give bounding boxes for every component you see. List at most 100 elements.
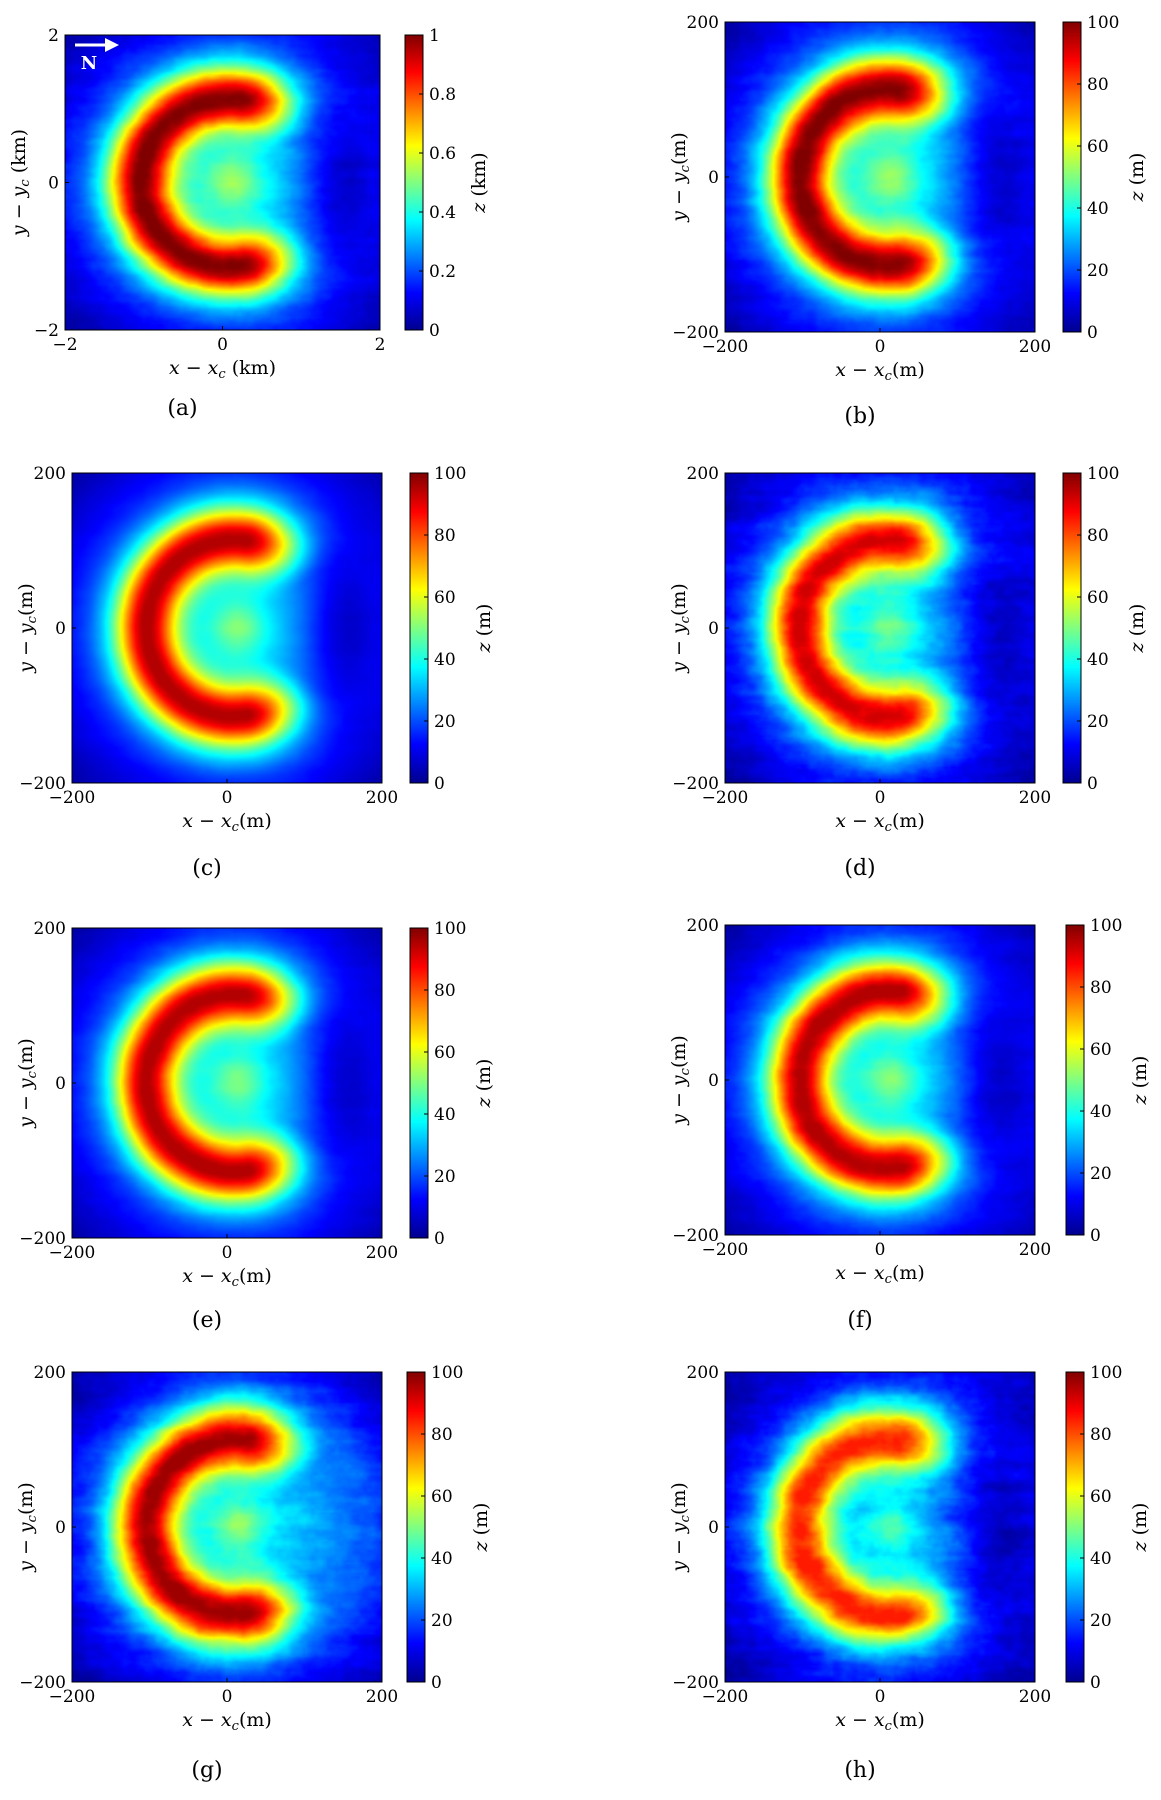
- x-tick-label-b: 0: [875, 337, 886, 357]
- y-axis-label-h: y − yc(m): [668, 1482, 693, 1573]
- colorbar-tick-label-a: 0.6: [429, 144, 456, 164]
- colorbar-d: [1062, 472, 1082, 784]
- y-tick-label-g: 0: [55, 1518, 66, 1538]
- y-axis-label-b: y − yc(m): [668, 132, 693, 223]
- x-tick-label-e: 0: [222, 1243, 233, 1263]
- colorbar-tick-label-f: 40: [1090, 1102, 1112, 1122]
- colorbar-tick-label-h: 0: [1090, 1673, 1101, 1693]
- colorbar-tick-label-h: 20: [1090, 1611, 1112, 1631]
- colorbar-tick-label-b: 40: [1087, 199, 1109, 219]
- y-tick-label-c: 200: [34, 464, 66, 484]
- colorbar-tick-label-a: 0: [429, 321, 440, 341]
- x-tick-label-h: 0: [875, 1687, 886, 1707]
- x-tick-label-h: 200: [1019, 1687, 1051, 1707]
- north-arrow-icon: N: [75, 38, 119, 74]
- colorbar-tick-label-h: 80: [1090, 1425, 1112, 1445]
- y-tick-label-h: −200: [672, 1673, 719, 1693]
- colorbar-tick-label-f: 0: [1090, 1226, 1101, 1246]
- x-axis-label-d: x − xc(m): [835, 810, 925, 835]
- panel-caption-c: (c): [192, 856, 222, 881]
- heatmap-d: [725, 473, 1035, 783]
- colorbar-label-d: z (m): [1126, 604, 1148, 654]
- x-tick-label-g: 200: [366, 1687, 398, 1707]
- colorbar-tick-label-h: 60: [1090, 1487, 1112, 1507]
- x-axis-label-c: x − xc(m): [182, 810, 272, 835]
- heatmap-a: [65, 35, 380, 330]
- colorbar-tick-label-h: 40: [1090, 1549, 1112, 1569]
- x-tick-label-c: 0: [222, 788, 233, 808]
- colorbar-tick-label-c: 60: [434, 588, 456, 608]
- colorbar-tick-label-c: 100: [434, 464, 466, 484]
- colorbar-tick-label-c: 20: [434, 712, 456, 732]
- x-tick-label-h: −200: [702, 1687, 749, 1707]
- x-tick-label-c: 200: [366, 788, 398, 808]
- north-arrow-label: N: [81, 53, 97, 74]
- x-tick-label-f: 0: [875, 1240, 886, 1260]
- y-tick-label-g: 200: [34, 1363, 66, 1383]
- colorbar-label-f: z (m): [1129, 1056, 1151, 1106]
- colorbar-c: [409, 472, 429, 784]
- heatmap-e: [72, 928, 382, 1238]
- colorbar-tick-label-e: 20: [434, 1167, 456, 1187]
- x-tick-label-e: −200: [49, 1243, 96, 1263]
- panel-caption-e: (e): [192, 1308, 222, 1333]
- x-tick-label-f: −200: [702, 1240, 749, 1260]
- colorbar-tick-label-a: 0.4: [429, 203, 456, 223]
- y-axis-label-f: y − yc(m): [668, 1035, 693, 1126]
- colorbar-tick-label-d: 40: [1087, 650, 1109, 670]
- colorbar-label-c: z (m): [473, 604, 495, 654]
- x-tick-label-b: 200: [1019, 337, 1051, 357]
- colorbar-label-h: z (m): [1129, 1503, 1151, 1553]
- colorbar-e: [409, 927, 429, 1239]
- colorbar-h: [1065, 1371, 1085, 1683]
- y-tick-label-b: 200: [687, 13, 719, 33]
- colorbar-tick-label-b: 100: [1087, 13, 1119, 33]
- colorbar-tick-label-f: 60: [1090, 1040, 1112, 1060]
- colorbar-tick-label-e: 100: [434, 919, 466, 939]
- y-tick-label-h: 0: [708, 1518, 719, 1538]
- colorbar-tick-label-a: 0.8: [429, 85, 456, 105]
- y-tick-label-d: −200: [672, 774, 719, 794]
- colorbar-label-g: z (m): [470, 1503, 492, 1553]
- x-tick-label-a: 2: [375, 335, 386, 355]
- heatmap-h: [725, 1372, 1035, 1682]
- y-tick-label-e: 0: [55, 1074, 66, 1094]
- colorbar-tick-label-c: 80: [434, 526, 456, 546]
- y-tick-label-d: 0: [708, 619, 719, 639]
- colorbar-tick-label-e: 60: [434, 1043, 456, 1063]
- colorbar-tick-label-g: 100: [431, 1363, 463, 1383]
- y-tick-label-d: 200: [687, 464, 719, 484]
- y-tick-label-h: 200: [687, 1363, 719, 1383]
- colorbar-tick-label-f: 20: [1090, 1164, 1112, 1184]
- y-axis-label-d: y − yc(m): [668, 583, 693, 674]
- x-tick-label-d: 0: [875, 788, 886, 808]
- x-axis-label-e: x − xc(m): [182, 1265, 272, 1290]
- y-axis-label-c: y − yc(m): [15, 583, 40, 674]
- colorbar-tick-label-g: 80: [431, 1425, 453, 1445]
- heatmap-g: [72, 1372, 382, 1682]
- x-tick-label-e: 200: [366, 1243, 398, 1263]
- panel-caption-d: (d): [844, 856, 875, 881]
- x-tick-label-b: −200: [702, 337, 749, 357]
- y-tick-label-f: −200: [672, 1226, 719, 1246]
- colorbar-tick-label-g: 0: [431, 1673, 442, 1693]
- panel-caption-b: (b): [844, 404, 875, 429]
- y-tick-label-b: −200: [672, 323, 719, 343]
- y-axis-label-g: y − yc(m): [15, 1482, 40, 1573]
- colorbar-tick-label-g: 40: [431, 1549, 453, 1569]
- heatmap-b: [725, 22, 1035, 332]
- y-tick-label-f: 200: [687, 916, 719, 936]
- y-axis-label-e: y − yc(m): [15, 1038, 40, 1129]
- colorbar-b: [1062, 21, 1082, 333]
- y-tick-label-g: −200: [19, 1673, 66, 1693]
- colorbar-tick-label-c: 40: [434, 650, 456, 670]
- panel-caption-g: (g): [191, 1758, 222, 1783]
- x-tick-label-g: −200: [49, 1687, 96, 1707]
